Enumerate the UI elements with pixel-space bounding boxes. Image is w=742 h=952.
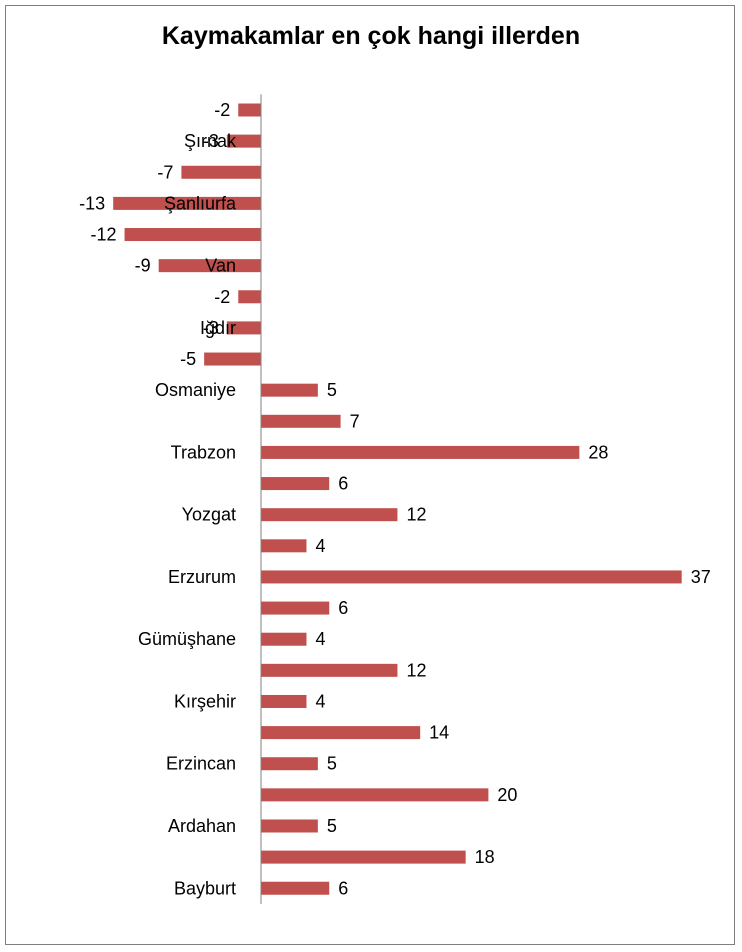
- bar-23: [261, 819, 318, 833]
- bar-20: [261, 726, 421, 740]
- bar-12: [261, 477, 330, 491]
- data-label-24: 18: [475, 847, 495, 867]
- data-label-23: 5: [327, 816, 337, 836]
- data-label-5: -9: [135, 256, 151, 276]
- bar-16: [261, 601, 330, 615]
- bar-7: [226, 321, 261, 335]
- data-label-19: 4: [315, 691, 325, 711]
- bar-10: [261, 414, 341, 428]
- data-label-10: 7: [350, 411, 360, 431]
- bars-group: [113, 103, 682, 895]
- bar-4: [124, 228, 261, 242]
- data-label-0: -2: [214, 100, 230, 120]
- bar-14: [261, 539, 307, 553]
- bar-8: [204, 352, 261, 366]
- bar-13: [261, 508, 398, 522]
- data-label-2: -7: [157, 162, 173, 182]
- category-label-19: Kırşehir: [174, 691, 236, 711]
- data-label-20: 14: [429, 723, 449, 743]
- bar-21: [261, 757, 318, 771]
- data-label-1: -3: [203, 131, 219, 151]
- bar-3: [113, 196, 261, 210]
- bar-11: [261, 445, 580, 459]
- bar-0: [238, 103, 261, 117]
- category-label-7: Iğdır: [200, 318, 236, 338]
- data-label-6: -2: [214, 287, 230, 307]
- data-label-15: 37: [691, 567, 711, 587]
- bar-1: [226, 134, 261, 148]
- data-label-8: -5: [180, 349, 196, 369]
- category-label-1: Şırnak: [184, 131, 237, 151]
- category-label-23: Ardahan: [168, 816, 236, 836]
- data-label-21: 5: [327, 754, 337, 774]
- category-label-5: Van: [205, 256, 236, 276]
- category-label-17: Gümüşhane: [138, 629, 236, 649]
- category-label-21: Erzincan: [166, 754, 236, 774]
- category-label-25: Bayburt: [174, 878, 236, 898]
- bar-15: [261, 570, 682, 584]
- chart-frame: [5, 5, 735, 945]
- chart-title: Kaymakamlar en çok hangi illerden: [161, 22, 581, 50]
- bar-17: [261, 632, 307, 646]
- bar-19: [261, 694, 307, 708]
- data-label-11: 28: [588, 442, 608, 462]
- bar-24: [261, 850, 466, 864]
- bar-9: [261, 383, 318, 397]
- data-label-17: 4: [315, 629, 325, 649]
- data-label-12: 6: [338, 474, 348, 494]
- bar-25: [261, 881, 330, 895]
- bar-18: [261, 663, 398, 677]
- category-label-15: Erzurum: [168, 567, 236, 587]
- category-label-11: Trabzon: [171, 442, 236, 462]
- data-label-16: 6: [338, 598, 348, 618]
- category-label-3: Şanlıurfa: [164, 193, 237, 213]
- data-label-14: 4: [315, 536, 325, 556]
- data-label-25: 6: [338, 878, 348, 898]
- data-label-18: 12: [406, 660, 426, 680]
- bar-6: [238, 290, 261, 304]
- bar-2: [181, 165, 261, 179]
- category-label-13: Yozgat: [182, 505, 236, 525]
- bar-22: [261, 788, 489, 802]
- data-label-22: 20: [497, 785, 517, 805]
- data-label-13: 12: [406, 505, 426, 525]
- data-label-3: -13: [79, 193, 105, 213]
- data-label-4: -12: [91, 225, 117, 245]
- data-label-7: -3: [203, 318, 219, 338]
- category-label-9: Osmaniye: [155, 380, 236, 400]
- data-label-9: 5: [327, 380, 337, 400]
- bar-5: [158, 259, 261, 273]
